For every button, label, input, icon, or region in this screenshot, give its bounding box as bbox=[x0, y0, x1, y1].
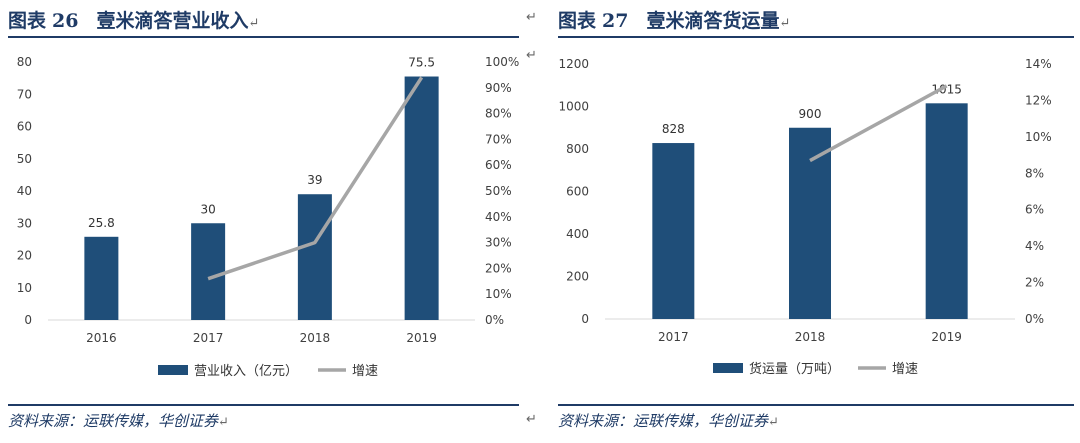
source-note: 资料来源：运联传媒，华创证券↵ bbox=[8, 410, 229, 431]
source-text: 资料来源：运联传媒，华创证券 bbox=[8, 412, 219, 430]
data-label: 39 bbox=[307, 173, 322, 187]
y-tick-label: 50 bbox=[17, 152, 32, 166]
bar bbox=[297, 194, 332, 320]
figure-label: 图表 bbox=[8, 10, 47, 32]
bar bbox=[191, 223, 226, 320]
figure-label: 图表 bbox=[558, 10, 597, 32]
legend-line-label: 增速 bbox=[892, 362, 918, 377]
source-text: 资料来源：运联传媒，华创证券 bbox=[558, 412, 769, 430]
return-mark: ↵ bbox=[248, 16, 260, 31]
return-mark: ↵ bbox=[768, 415, 779, 430]
y2-tick-label: 40% bbox=[485, 210, 512, 224]
figure-title: 图表 27 壹米滴答货运量↵ bbox=[558, 6, 790, 33]
bar bbox=[789, 127, 831, 319]
figure-title-text: 壹米滴答营业收入 bbox=[96, 10, 249, 32]
y2-tick-label: 20% bbox=[485, 261, 512, 275]
data-label: 25.8 bbox=[88, 216, 115, 230]
x-tick-label: 2019 bbox=[406, 331, 437, 345]
data-label: 1015 bbox=[931, 82, 962, 96]
return-mark: ↵ bbox=[218, 415, 229, 430]
data-label: 900 bbox=[799, 107, 822, 121]
data-label: 828 bbox=[662, 122, 685, 136]
legend-bar-swatch bbox=[158, 365, 188, 375]
y2-tick-label: 0% bbox=[1025, 312, 1044, 326]
y2-tick-label: 80% bbox=[485, 107, 512, 121]
y-tick-label: 600 bbox=[566, 185, 589, 199]
y-tick-label: 1200 bbox=[558, 57, 589, 71]
data-label: 30 bbox=[200, 202, 215, 216]
y2-tick-label: 4% bbox=[1025, 239, 1044, 253]
x-tick-label: 2017 bbox=[193, 331, 224, 345]
y2-tick-label: 100% bbox=[485, 55, 519, 69]
bar bbox=[404, 76, 439, 320]
y-tick-label: 800 bbox=[566, 142, 589, 156]
legend-bar-label: 营业收入（亿元） bbox=[194, 364, 298, 379]
y2-tick-label: 2% bbox=[1025, 276, 1044, 290]
y-tick-label: 30 bbox=[17, 216, 32, 230]
legend-bar-swatch bbox=[713, 363, 743, 373]
title-rule bbox=[8, 36, 519, 38]
y-tick-label: 70 bbox=[17, 87, 32, 101]
legend-bar-label: 货运量（万吨） bbox=[749, 361, 840, 377]
x-tick-label: 2019 bbox=[931, 330, 962, 344]
y-tick-label: 0 bbox=[24, 313, 32, 327]
return-mark: ↵ bbox=[526, 48, 537, 63]
x-tick-label: 2016 bbox=[86, 331, 117, 345]
x-tick-label: 2017 bbox=[658, 330, 689, 344]
y2-tick-label: 10% bbox=[1025, 130, 1052, 144]
figure-number: 26 bbox=[52, 10, 79, 32]
source-note: 资料来源：运联传媒，华创证券↵ bbox=[558, 410, 779, 431]
y-tick-label: 0 bbox=[581, 312, 589, 326]
return-mark: ↵ bbox=[526, 412, 537, 427]
y-tick-label: 1000 bbox=[558, 100, 589, 114]
y2-tick-label: 60% bbox=[485, 158, 512, 172]
figure-title: 图表 26 壹米滴答营业收入↵ bbox=[8, 6, 259, 33]
y2-tick-label: 6% bbox=[1025, 203, 1044, 217]
data-label: 75.5 bbox=[408, 56, 435, 70]
revenue-chart: 0 10 20 30 40 50 60 70 80 0% 10% 20% 30% 40% 50% 60% 70%… bbox=[17, 55, 520, 379]
y2-tick-label: 0% bbox=[485, 313, 504, 327]
y-tick-label: 400 bbox=[566, 227, 589, 241]
bar bbox=[925, 103, 968, 319]
y2-tick-label: 10% bbox=[485, 287, 512, 301]
y2-tick-label: 30% bbox=[485, 236, 512, 250]
growth-line bbox=[207, 76, 424, 281]
return-mark: ↵ bbox=[526, 10, 537, 25]
y2-tick-label: 70% bbox=[485, 132, 512, 146]
y2-tick-label: 90% bbox=[485, 81, 512, 95]
y-tick-label: 20 bbox=[17, 249, 32, 263]
x-tick-label: 2018 bbox=[795, 330, 826, 344]
y2-tick-label: 14% bbox=[1025, 57, 1052, 71]
growth-line bbox=[809, 84, 948, 163]
figure-title-text: 壹米滴答货运量 bbox=[646, 10, 780, 32]
y-tick-label: 40 bbox=[17, 184, 32, 198]
y-tick-label: 200 bbox=[566, 270, 589, 284]
y-tick-label: 80 bbox=[17, 55, 32, 69]
figure-27-panel: 图表 27 壹米滴答货运量↵ 0 200 400 600 800 1000 1200 0% 2% 4%… bbox=[550, 0, 1080, 443]
bar bbox=[652, 143, 695, 319]
source-rule bbox=[8, 404, 519, 406]
title-rule bbox=[558, 36, 1074, 38]
x-tick-label: 2018 bbox=[300, 331, 331, 345]
source-rule bbox=[558, 404, 1074, 406]
y2-tick-label: 50% bbox=[485, 184, 512, 198]
bar bbox=[84, 236, 119, 320]
y-tick-label: 10 bbox=[17, 281, 32, 295]
y-tick-label: 60 bbox=[17, 120, 32, 134]
freight-volume-chart: 0 200 400 600 800 1000 1200 0% 2% 4% 6% 8% 10% 12% 14%… bbox=[558, 57, 1052, 377]
legend-line-label: 增速 bbox=[352, 364, 378, 379]
return-mark: ↵ bbox=[779, 16, 791, 31]
y2-tick-label: 8% bbox=[1025, 166, 1044, 180]
figure-number: 27 bbox=[602, 10, 629, 32]
figure-26-panel: 图表 26 壹米滴答营业收入↵ ↵ ↵ 0 10 20 30 40 50 60 70 80 0% 10%… bbox=[0, 0, 537, 443]
y2-tick-label: 12% bbox=[1025, 93, 1052, 107]
